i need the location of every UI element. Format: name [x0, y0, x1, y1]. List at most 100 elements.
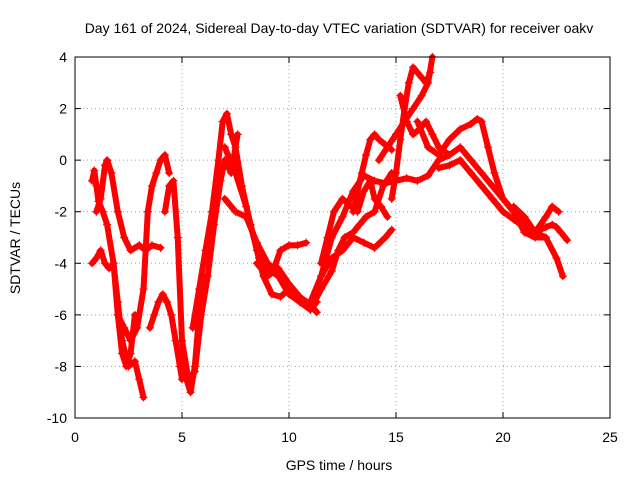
data-point	[173, 233, 182, 242]
data-point	[499, 207, 507, 216]
data-point	[220, 194, 229, 203]
data-point	[520, 223, 529, 232]
data-point	[231, 169, 240, 178]
data-point	[484, 143, 493, 152]
data-point	[366, 135, 375, 144]
data-point	[100, 161, 109, 170]
data-point	[105, 264, 114, 273]
data-point	[456, 125, 465, 134]
data-point	[396, 91, 405, 100]
data-point	[92, 207, 101, 216]
data-point	[276, 246, 285, 255]
data-point	[477, 169, 486, 178]
data-point	[509, 215, 518, 224]
data-point	[338, 246, 347, 255]
data-point	[370, 207, 379, 216]
data-point	[381, 233, 390, 242]
data-point	[541, 223, 550, 232]
data-point	[231, 207, 240, 216]
data-point	[402, 174, 411, 183]
data-point	[424, 143, 433, 152]
data-point	[139, 393, 148, 402]
data-point	[558, 272, 567, 281]
data-point	[167, 310, 176, 319]
data-point	[424, 171, 433, 180]
data-point	[113, 297, 122, 306]
data-point	[466, 120, 475, 129]
data-point	[338, 212, 347, 221]
data-point	[374, 135, 383, 144]
data-point	[158, 290, 167, 299]
data-point	[370, 130, 379, 139]
data-point	[445, 161, 454, 170]
data-point	[135, 241, 144, 250]
data-point	[107, 169, 116, 178]
y-tick-label: 2	[59, 101, 67, 117]
data-point	[374, 156, 383, 165]
data-point	[285, 241, 293, 250]
data-point	[477, 181, 486, 190]
data-point	[139, 285, 148, 294]
data-point	[103, 220, 112, 229]
y-tick-label: -6	[55, 307, 68, 323]
series-track-7	[179, 131, 241, 383]
data-point	[276, 292, 285, 301]
y-tick-label: -10	[47, 410, 67, 426]
x-tick-label: 5	[178, 429, 186, 445]
data-point	[466, 156, 475, 165]
data-point	[156, 156, 165, 165]
y-axis-label: SDTVAR / TECUs	[7, 182, 23, 294]
data-point	[306, 305, 315, 314]
data-point	[92, 181, 101, 190]
data-point	[148, 181, 157, 190]
x-tick-label: 15	[388, 429, 404, 445]
data-point	[340, 233, 349, 242]
data-point	[317, 259, 326, 268]
data-point	[377, 202, 386, 211]
data-point	[477, 117, 486, 126]
data-point	[421, 117, 430, 126]
data-point	[421, 78, 430, 87]
data-point	[370, 194, 379, 203]
data-point	[409, 104, 418, 113]
data-point	[214, 156, 223, 165]
data-point	[218, 117, 227, 126]
data-point	[383, 143, 392, 152]
data-point	[362, 212, 371, 221]
data-point	[220, 143, 229, 152]
chart-title: Day 161 of 2024, Sidereal Day-to-day VTE…	[85, 20, 594, 36]
data-point	[392, 169, 400, 178]
data-point	[402, 117, 411, 126]
data-point	[135, 375, 144, 384]
data-point	[541, 233, 550, 242]
data-point	[201, 246, 210, 255]
data-point	[148, 241, 157, 250]
y-tick-label: 4	[59, 49, 67, 65]
data-point	[396, 135, 405, 144]
data-point	[548, 202, 557, 211]
data-point	[413, 68, 422, 77]
x-tick-label: 25	[602, 429, 618, 445]
data-point	[92, 254, 101, 263]
data-point	[409, 130, 418, 139]
data-point	[413, 176, 422, 185]
data-point	[190, 367, 199, 376]
data-point	[370, 243, 379, 252]
data-point	[548, 220, 557, 229]
data-point	[100, 259, 109, 268]
data-point	[456, 156, 465, 165]
data-point	[195, 285, 204, 294]
y-tick-label: -8	[55, 358, 68, 374]
data-point	[184, 375, 193, 384]
data-point	[197, 310, 206, 319]
data-point	[163, 297, 172, 306]
data-point	[242, 202, 251, 211]
data-point	[349, 233, 358, 242]
data-point	[160, 150, 169, 159]
data-point	[133, 323, 142, 332]
data-point	[323, 233, 332, 242]
data-point	[473, 114, 482, 123]
data-point	[178, 336, 186, 345]
data-point	[150, 310, 159, 319]
